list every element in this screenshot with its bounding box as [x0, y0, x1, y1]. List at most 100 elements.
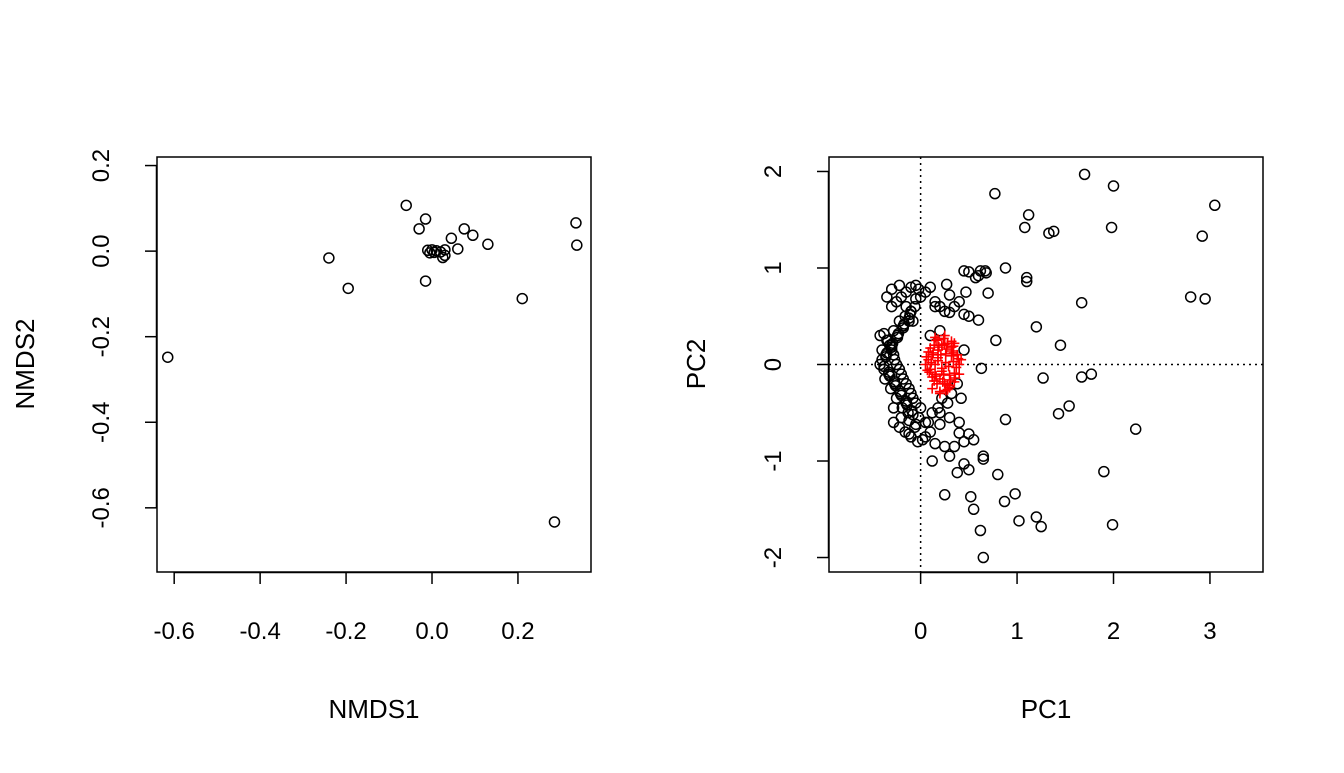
data-point: [977, 551, 990, 564]
data-point: [958, 435, 970, 448]
data-point: [940, 278, 953, 291]
data-point-plus: [936, 363, 947, 374]
data-point: [943, 289, 956, 301]
data-point: [900, 395, 912, 407]
data-point: [1106, 518, 1119, 531]
x-tick-label: 1: [1010, 618, 1023, 645]
y-tick-label: 1: [760, 261, 787, 274]
data-point: [885, 341, 898, 353]
data-point: [323, 252, 335, 264]
data-point: [977, 450, 990, 462]
data-point: [1020, 271, 1033, 284]
data-point: [428, 246, 440, 259]
nmds-panel: -0.6 -0.4 -0.2 0.0 0.2 0.2 0.0 -0.2 -0.4 -0.6 NMDS…: [10, 149, 592, 724]
data-point: [932, 402, 944, 414]
x-tick-label: -0.6: [154, 618, 195, 645]
data-point: [1047, 225, 1060, 238]
data-point: [938, 440, 951, 453]
data-point: [421, 244, 434, 257]
data-point: [516, 292, 528, 305]
data-point-plus: [932, 355, 943, 366]
data-point: [909, 421, 921, 433]
data-point: [929, 437, 941, 450]
data-point: [893, 279, 906, 292]
data-point: [419, 213, 432, 225]
data-point: [926, 455, 938, 467]
data-point: [975, 362, 988, 375]
x-tick-label: 0.2: [501, 618, 534, 645]
data-point: [467, 229, 479, 242]
data-point-plus: [934, 388, 945, 399]
data-point: [426, 244, 438, 256]
data-point: [963, 266, 975, 278]
data-point: [943, 411, 956, 424]
x-axis-title: NMDS1: [328, 694, 419, 724]
data-point: [941, 397, 954, 409]
data-point: [1075, 296, 1088, 309]
data-point: [1129, 423, 1142, 435]
data-point: [943, 450, 956, 462]
data-point-plus: [942, 384, 953, 395]
data-point: [999, 262, 1012, 274]
data-point: [958, 308, 970, 321]
data-point: [894, 385, 907, 398]
data-point: [1037, 372, 1049, 384]
data-point: [965, 490, 977, 503]
data-point: [960, 286, 972, 298]
data-point: [1035, 520, 1047, 533]
y-tick-label: -0.4: [88, 402, 115, 443]
data-point: [1078, 168, 1091, 181]
data-point-plus: [950, 373, 961, 384]
data-point: [919, 431, 932, 443]
data-point: [938, 489, 951, 501]
data-point-plus: [933, 342, 944, 353]
data-point: [919, 286, 932, 298]
data-point: [979, 265, 991, 277]
data-point: [951, 466, 964, 479]
y-tick-label: -2: [760, 547, 787, 568]
data-point-plus: [949, 338, 960, 349]
plot-frame: [156, 156, 592, 573]
data-point: [998, 495, 1011, 508]
data-point-plus: [948, 347, 959, 358]
x-tick-label: 0: [914, 618, 927, 645]
y-axis-title: PC2: [681, 339, 711, 390]
data-point: [958, 344, 970, 356]
data-point-plus: [925, 343, 936, 354]
x-tick-label: -0.2: [325, 618, 366, 645]
data-point: [891, 331, 904, 344]
data-point: [880, 351, 892, 363]
data-point: [482, 238, 494, 251]
data-point: [1019, 221, 1031, 234]
data-point: [934, 418, 946, 431]
data-point: [883, 366, 895, 378]
data-point: [903, 414, 915, 427]
data-point-plus: [939, 339, 950, 350]
data-point-plus: [927, 383, 938, 394]
y-tick-label: -0.2: [88, 316, 115, 357]
data-point: [977, 453, 990, 465]
data-point: [948, 300, 961, 313]
data-point: [439, 249, 451, 262]
data-point-plus: [941, 344, 952, 355]
data-point-plus: [939, 330, 950, 341]
data-point-plus: [929, 375, 940, 386]
data-point-plus: [932, 334, 943, 345]
data-point: [972, 314, 985, 326]
data-point-plus: [940, 348, 951, 359]
data-point: [1013, 515, 1025, 527]
data-point: [1098, 465, 1110, 478]
data-point: [1199, 293, 1211, 305]
data-point-plus: [954, 359, 965, 370]
data-point: [1075, 371, 1088, 383]
data-point: [1030, 321, 1043, 333]
data-point: [1105, 221, 1118, 234]
data-point: [974, 524, 987, 537]
data-point: [1009, 488, 1021, 500]
data-point: [400, 199, 412, 212]
y-tick-label: 2: [760, 165, 787, 178]
y-tick-label: 0.2: [88, 149, 115, 182]
data-point: [888, 376, 901, 388]
y-axis-title: NMDS2: [10, 318, 40, 409]
